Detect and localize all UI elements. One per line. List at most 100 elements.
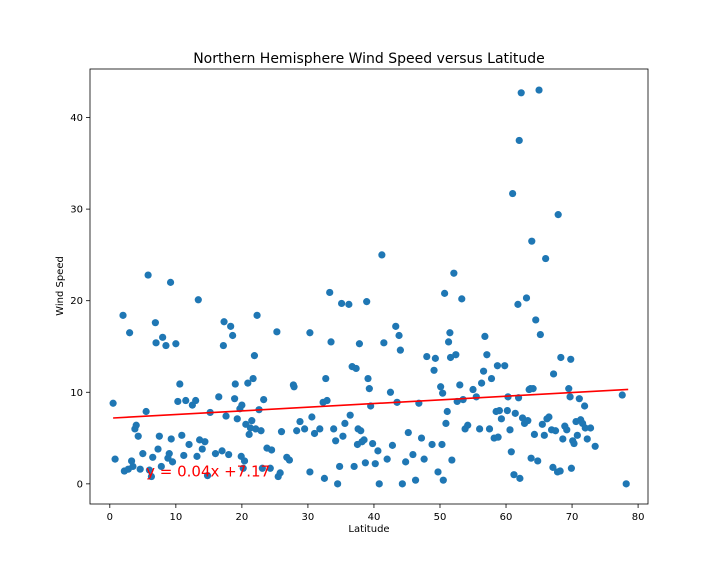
scatter-point bbox=[346, 411, 354, 419]
scatter-point bbox=[339, 432, 347, 440]
scatter-point bbox=[570, 439, 578, 448]
scatter-point bbox=[152, 339, 160, 347]
scatter-point bbox=[192, 396, 200, 405]
scatter-point bbox=[503, 406, 511, 415]
scatter-point bbox=[551, 427, 560, 435]
scatter-point bbox=[220, 318, 228, 326]
scatter-point bbox=[285, 456, 294, 464]
scatter-point bbox=[361, 459, 369, 467]
y-axis-title: Wind Speed bbox=[55, 256, 66, 316]
scatter-point bbox=[219, 341, 227, 350]
scatter-point bbox=[176, 380, 184, 388]
scatter-point bbox=[266, 464, 274, 472]
scatter-point bbox=[472, 393, 480, 401]
scatter-point bbox=[365, 385, 373, 393]
scatter-point bbox=[229, 331, 237, 340]
scatter-point bbox=[273, 328, 281, 336]
scatter-point bbox=[402, 458, 410, 466]
scatter-point bbox=[240, 457, 249, 465]
scatter-point bbox=[316, 425, 324, 433]
scatter-point bbox=[515, 136, 523, 145]
scatter-point bbox=[239, 464, 247, 472]
x-tick-label: 20 bbox=[236, 512, 249, 523]
scatter-point bbox=[375, 480, 383, 488]
scatter-point bbox=[622, 480, 630, 488]
scatter-point bbox=[573, 431, 581, 439]
scatter-point bbox=[501, 362, 509, 370]
scatter-point bbox=[332, 437, 340, 445]
x-tick-label: 0 bbox=[107, 512, 113, 523]
scatter-point bbox=[439, 476, 447, 484]
scatter-point bbox=[203, 472, 212, 480]
scatter-point bbox=[530, 430, 539, 438]
scatter-point bbox=[559, 435, 567, 443]
scatter-point bbox=[371, 460, 379, 468]
scatter-point bbox=[417, 434, 426, 442]
scatter-point bbox=[392, 322, 400, 330]
scatter-point bbox=[527, 454, 535, 462]
scatter-point bbox=[524, 417, 532, 425]
scatter-point bbox=[442, 419, 450, 428]
scatter-point bbox=[497, 415, 505, 423]
scatter-point bbox=[238, 401, 246, 409]
x-tick-label: 70 bbox=[566, 512, 579, 523]
scatter-point bbox=[330, 425, 338, 433]
scatter-point bbox=[567, 464, 576, 472]
scatter-point bbox=[481, 332, 489, 341]
scatter-point bbox=[155, 432, 163, 440]
scatter-point bbox=[310, 429, 319, 438]
x-axis-ticks: 0 10 20 30 40 50 60 70 80 bbox=[107, 504, 644, 523]
scatter-point bbox=[557, 353, 565, 362]
y-tick-label: 40 bbox=[70, 113, 83, 124]
scatter-point bbox=[575, 395, 583, 403]
scatter-point bbox=[355, 340, 364, 348]
scatter-point bbox=[583, 435, 591, 443]
scatter-point bbox=[249, 374, 257, 383]
scatter-point bbox=[165, 450, 173, 458]
scatter-point bbox=[536, 330, 544, 339]
scatter-point bbox=[174, 397, 182, 406]
scatter-point bbox=[231, 380, 239, 388]
scatter-point bbox=[483, 351, 491, 359]
y-tick-label: 10 bbox=[70, 388, 83, 399]
scatter-point bbox=[434, 468, 442, 476]
scatter-point bbox=[215, 393, 223, 401]
scatter-point bbox=[301, 425, 309, 433]
scatter-point bbox=[248, 417, 256, 425]
x-axis-title: Latitude bbox=[348, 524, 389, 535]
scatter-point bbox=[244, 379, 252, 387]
scatter-point bbox=[545, 413, 553, 421]
scatter-point bbox=[487, 374, 496, 383]
x-tick-label: 60 bbox=[500, 512, 513, 523]
y-axis-ticks: 0 10 20 30 40 bbox=[70, 113, 90, 490]
scatter-point bbox=[476, 425, 484, 433]
scatter-point bbox=[323, 396, 331, 405]
scatter-point bbox=[532, 316, 540, 324]
scatter-point bbox=[464, 421, 472, 429]
scatter-point bbox=[296, 417, 304, 426]
scatter-point bbox=[563, 426, 571, 434]
scatter-point bbox=[469, 385, 477, 394]
scatter-point bbox=[139, 450, 147, 458]
scatter-point bbox=[507, 448, 515, 456]
y-tick-label: 20 bbox=[70, 296, 83, 307]
scatter-point bbox=[618, 391, 626, 399]
scatter-point bbox=[437, 383, 445, 391]
x-tick-label: 40 bbox=[368, 512, 381, 523]
scatter-point bbox=[581, 402, 589, 410]
scatter-point bbox=[162, 341, 170, 350]
scatter-point bbox=[326, 288, 334, 297]
scatter-point bbox=[516, 474, 524, 482]
scatter-point bbox=[194, 296, 202, 304]
scatter-point bbox=[327, 338, 335, 346]
scatter-point bbox=[336, 462, 344, 471]
scatter-point bbox=[383, 455, 391, 463]
scatter-point bbox=[157, 462, 165, 471]
scatter-point bbox=[180, 451, 188, 460]
scatter-point bbox=[350, 462, 358, 471]
scatter-point bbox=[485, 425, 494, 433]
scatter-point bbox=[409, 450, 417, 459]
scatter-point bbox=[134, 432, 142, 440]
scatter-point bbox=[380, 339, 388, 347]
scatter-point bbox=[142, 407, 150, 416]
